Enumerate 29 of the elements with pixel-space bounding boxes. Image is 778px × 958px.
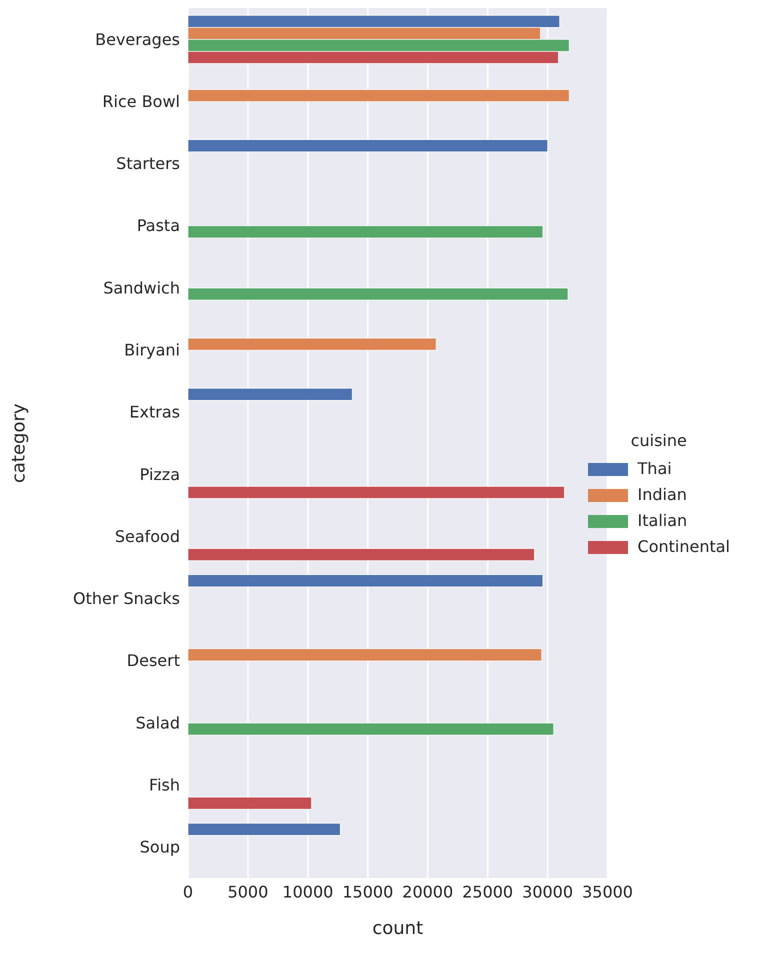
x-tick-label: 25000 [462, 882, 514, 902]
x-tick-label: 30000 [522, 882, 574, 902]
legend-label: Indian [638, 484, 687, 506]
x-tick-label: 15000 [342, 882, 394, 902]
y-tick-label: Rice Bowl [102, 92, 180, 111]
y-tick-label: Beverages [95, 30, 180, 49]
y-tick-label: Salad [136, 713, 180, 732]
legend-title: cuisine [630, 430, 688, 452]
x-tick-label: 20000 [402, 882, 454, 902]
y-tick-label: Extras [129, 402, 180, 422]
x-axis-title: count [372, 918, 424, 939]
y-tick-label: Starters [116, 154, 180, 174]
y-tick-label: Sandwich [103, 278, 180, 298]
legend-label: Italian [638, 510, 688, 532]
y-tick-label: Seafood [114, 526, 180, 546]
x-tick-label: 35000 [582, 882, 633, 902]
y-tick-label: Pasta [136, 216, 180, 236]
legend-label: Thai [638, 458, 672, 480]
y-axis-title: category [8, 403, 30, 483]
y-tick-label: Soup [140, 838, 180, 857]
x-tick-label: 5000 [228, 882, 268, 902]
y-tick-label: Pizza [140, 464, 180, 484]
legend-label: Continental [638, 536, 730, 558]
x-tick-label: 0 [182, 882, 194, 902]
y-tick-label: Other Snacks [72, 589, 180, 608]
y-tick-label: Biryani [124, 340, 180, 360]
x-tick-label: 10000 [282, 882, 334, 902]
y-tick-label: Fish [149, 775, 180, 794]
y-tick-label: Desert [126, 651, 180, 670]
